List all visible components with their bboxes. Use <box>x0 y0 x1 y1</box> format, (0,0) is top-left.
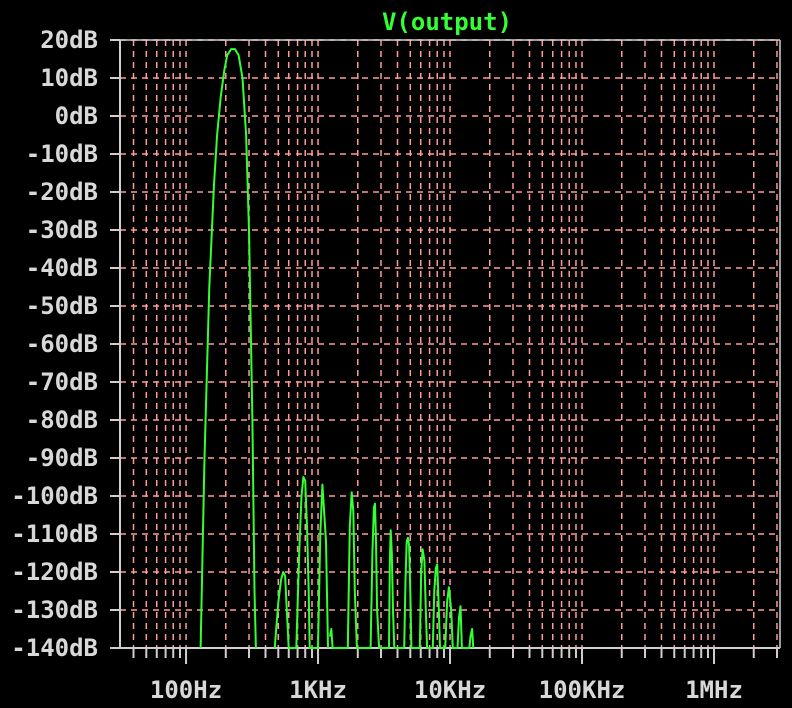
x-tick-label: 1MHz <box>685 676 743 704</box>
y-tick-label: 10dB <box>40 64 98 92</box>
series-line <box>199 48 475 649</box>
x-tick-label: 10KHz <box>414 676 486 704</box>
y-tick-label: -60dB <box>26 330 98 358</box>
grid <box>120 39 780 648</box>
y-tick-label: -90dB <box>26 444 98 472</box>
y-tick-label: -120dB <box>11 558 98 586</box>
y-tick-label: 0dB <box>55 102 98 130</box>
y-tick-label: -20dB <box>26 178 98 206</box>
y-tick-label: -100dB <box>11 482 98 510</box>
x-tick-label: 1KHz <box>289 676 347 704</box>
y-tick-label: -30dB <box>26 216 98 244</box>
y-tick-label: -40dB <box>26 254 98 282</box>
y-tick-label: -140dB <box>11 634 98 662</box>
y-tick-label: 20dB <box>40 26 98 54</box>
x-tick-label: 100KHz <box>539 676 626 704</box>
y-tick-label: -80dB <box>26 406 98 434</box>
y-tick-label: -70dB <box>26 368 98 396</box>
y-tick-label: -130dB <box>11 596 98 624</box>
x-tick-label: 100Hz <box>150 676 222 704</box>
tick-labels: 20dB 10dB 0dB -10dB -20dB -30dB -40dB -50dB -60d… <box>11 26 743 704</box>
axes <box>110 39 781 664</box>
chart-title: V(output) <box>382 8 512 36</box>
series <box>199 48 475 649</box>
y-tick-label: -110dB <box>11 520 98 548</box>
y-tick-label: -10dB <box>26 140 98 168</box>
y-tick-label: -50dB <box>26 292 98 320</box>
